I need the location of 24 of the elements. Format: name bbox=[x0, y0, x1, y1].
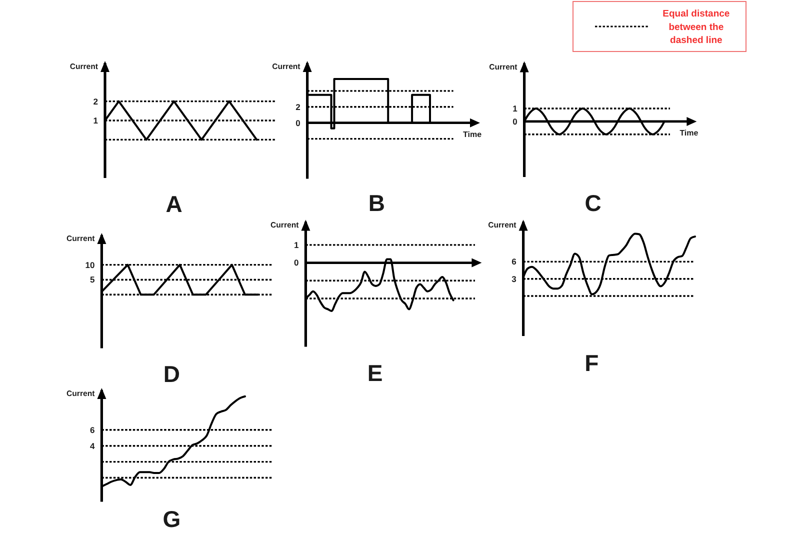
y-tick-label: 10 bbox=[85, 260, 95, 270]
x-axis-title: Time bbox=[463, 130, 482, 139]
y-tick-label: 6 bbox=[90, 424, 95, 435]
y-tick-label: 2 bbox=[296, 102, 301, 112]
y-tick-label: 0 bbox=[296, 118, 301, 128]
text: F bbox=[584, 350, 599, 376]
y-tick-label: 4 bbox=[90, 440, 95, 451]
text: C bbox=[584, 190, 602, 216]
text: G bbox=[162, 506, 181, 532]
y-tick-label: 0 bbox=[512, 116, 518, 126]
text: A bbox=[166, 191, 182, 217]
text: E bbox=[367, 360, 383, 386]
y-tick-label: 3 bbox=[512, 274, 517, 284]
y-tick-label: 2 bbox=[93, 96, 98, 106]
y-tick-label: 1 bbox=[512, 103, 518, 114]
text: Equal distance between the dashed line bbox=[662, 8, 730, 46]
y-tick-label: 1 bbox=[93, 115, 98, 126]
text: B bbox=[368, 190, 386, 216]
y-tick-label: 6 bbox=[512, 256, 517, 267]
text: D bbox=[163, 361, 180, 387]
y-tick-label: 0 bbox=[294, 258, 299, 268]
y-tick-label: 5 bbox=[90, 274, 95, 285]
x-axis-title: Time bbox=[680, 128, 699, 138]
y-tick-label: 1 bbox=[294, 240, 299, 250]
